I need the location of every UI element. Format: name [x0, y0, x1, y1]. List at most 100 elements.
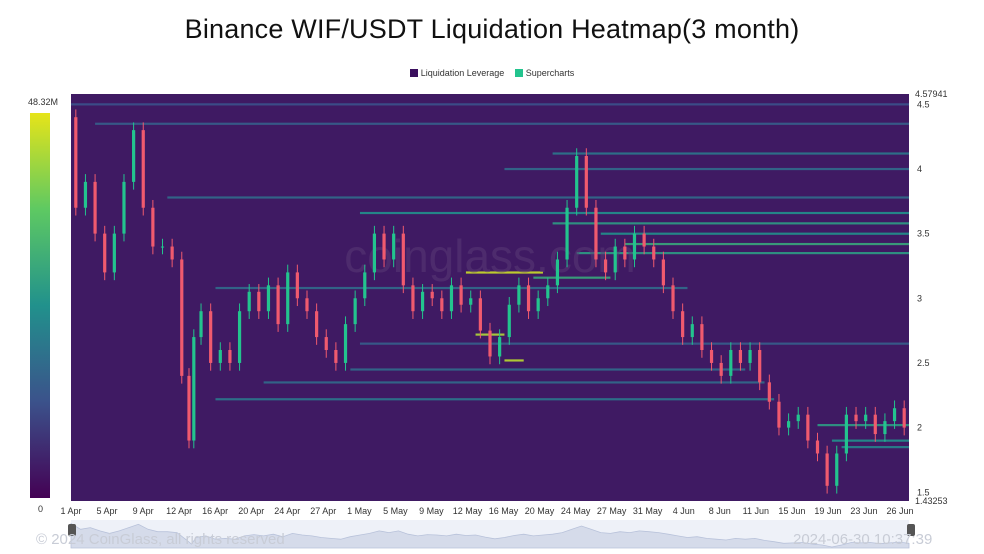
x-tick-label-4: 16 Apr [202, 506, 228, 516]
colorbar-min-label: 0 [38, 504, 43, 514]
legend-label-supercharts: Supercharts [525, 68, 575, 78]
candle-body-13 [187, 375, 191, 441]
colorbar [30, 113, 50, 498]
x-tick-label-16: 31 May [633, 506, 663, 516]
candle-body-77 [796, 414, 800, 422]
x-tick-label-2: 9 Apr [133, 506, 154, 516]
x-tick-label-21: 19 Jun [814, 506, 841, 516]
colorbar-max-label: 48.32M [28, 97, 58, 107]
liquidation-level-8 [624, 242, 909, 246]
chart-legend: Liquidation Leverage Supercharts [0, 68, 984, 78]
candle-body-51 [546, 285, 550, 299]
candle-body-34 [382, 233, 386, 260]
x-tick-label-11: 12 May [453, 506, 483, 516]
x-tick-label-9: 5 May [383, 506, 408, 516]
candle-body-20 [247, 291, 251, 312]
candle-body-44 [478, 298, 482, 331]
candle-body-19 [237, 311, 242, 363]
candle-body-3 [93, 181, 97, 234]
candle-body-36 [401, 233, 405, 286]
x-tick-label-3: 12 Apr [166, 506, 192, 516]
legend-item-supercharts[interactable]: Supercharts [514, 68, 575, 78]
liquidation-level-17 [263, 381, 765, 384]
candle-body-33 [372, 233, 377, 273]
liquidation-level-2 [552, 152, 909, 155]
candle-body-87 [892, 408, 897, 422]
x-tick-label-19: 11 Jun [743, 506, 769, 516]
candle-body-53 [565, 207, 569, 260]
x-tick-label-22: 23 Jun [850, 506, 877, 516]
candle-body-24 [286, 272, 290, 325]
candle-body-18 [228, 350, 232, 363]
x-tick-label-6: 24 Apr [274, 506, 300, 516]
legend-label-liquidation: Liquidation Leverage [420, 68, 505, 78]
candle-body-71 [738, 350, 743, 363]
y-tick-label-4: 2.5 [917, 358, 930, 368]
candle-body-40 [440, 298, 444, 312]
candle-body-31 [353, 298, 357, 325]
x-tick-label-8: 1 May [347, 506, 372, 516]
candle-body-17 [218, 350, 222, 363]
candle-body-85 [873, 414, 877, 435]
liquidation-level-14 [359, 342, 909, 345]
x-tick-label-0: 1 Apr [60, 506, 81, 516]
y-tick-label-3: 3 [917, 293, 922, 303]
candle-body-64 [671, 285, 675, 312]
candle-body-52 [555, 259, 560, 286]
candle-body-59 [623, 246, 627, 260]
legend-swatch-liquidation [409, 69, 418, 77]
candle-body-2 [83, 181, 88, 208]
candle-body-46 [498, 337, 502, 357]
candle-body-11 [170, 246, 174, 260]
candle-body-32 [363, 272, 367, 299]
navigator-right-handle[interactable] [907, 524, 915, 536]
candle-body-42 [459, 285, 463, 305]
y-top-label: 4.57941 [915, 89, 948, 99]
candle-body-75 [777, 401, 781, 428]
candle-body-14 [192, 337, 196, 441]
plot-area[interactable] [71, 94, 909, 501]
copyright-text: © 2024 CoinGlass, all rights reserved [36, 531, 285, 548]
candle-body-23 [276, 285, 280, 325]
liquidation-level-10 [465, 271, 543, 274]
candle-body-21 [257, 291, 261, 312]
x-tick-label-23: 26 Jun [886, 506, 913, 516]
candle-body-9 [151, 207, 155, 247]
candle-body-27 [315, 311, 319, 338]
candle-body-73 [758, 350, 762, 383]
liquidation-level-3 [504, 167, 909, 171]
candle-body-35 [392, 233, 396, 260]
y-axis: 4.5 4 3.5 3 2.5 2 1.5 [917, 99, 930, 497]
candle-body-10 [160, 246, 165, 248]
navigator-series [70, 522, 910, 549]
candle-body-48 [517, 285, 521, 305]
y-bottom-label: 1.43253 [915, 496, 948, 506]
legend-item-liquidation-leverage[interactable]: Liquidation Leverage [409, 68, 505, 78]
candle-body-37 [411, 285, 415, 312]
candle-body-5 [112, 233, 116, 273]
candle-body-39 [430, 291, 434, 299]
liquidation-level-11 [533, 276, 611, 279]
x-tick-label-17: 4 Jun [673, 506, 695, 516]
liquidation-level-7 [600, 232, 909, 235]
candle-body-6 [122, 181, 126, 234]
candle-body-60 [632, 233, 637, 260]
candle-body-58 [613, 246, 617, 273]
navigator-left-handle[interactable] [68, 524, 76, 536]
candle-body-69 [719, 362, 723, 376]
candle-body-70 [729, 350, 733, 376]
candle-body-81 [835, 453, 839, 486]
y-tick-label-0: 4.5 [917, 99, 930, 109]
candle-body-26 [305, 298, 309, 312]
candle-body-47 [507, 304, 511, 338]
y-tick-label-6: 1.5 [917, 487, 930, 497]
liquidation-level-9 [576, 252, 909, 255]
liquidation-level-16 [350, 368, 746, 371]
y-tick-label-5: 2 [917, 423, 922, 433]
candle-body-74 [767, 382, 771, 402]
x-axis: 1 Apr 5 Apr 9 Apr 12 Apr 16 Apr 20 Apr 24 Apr 2… [60, 506, 913, 516]
candle-body-86 [883, 421, 887, 435]
liquidation-level-20 [831, 439, 909, 442]
x-tick-label-12: 16 May [489, 506, 519, 516]
